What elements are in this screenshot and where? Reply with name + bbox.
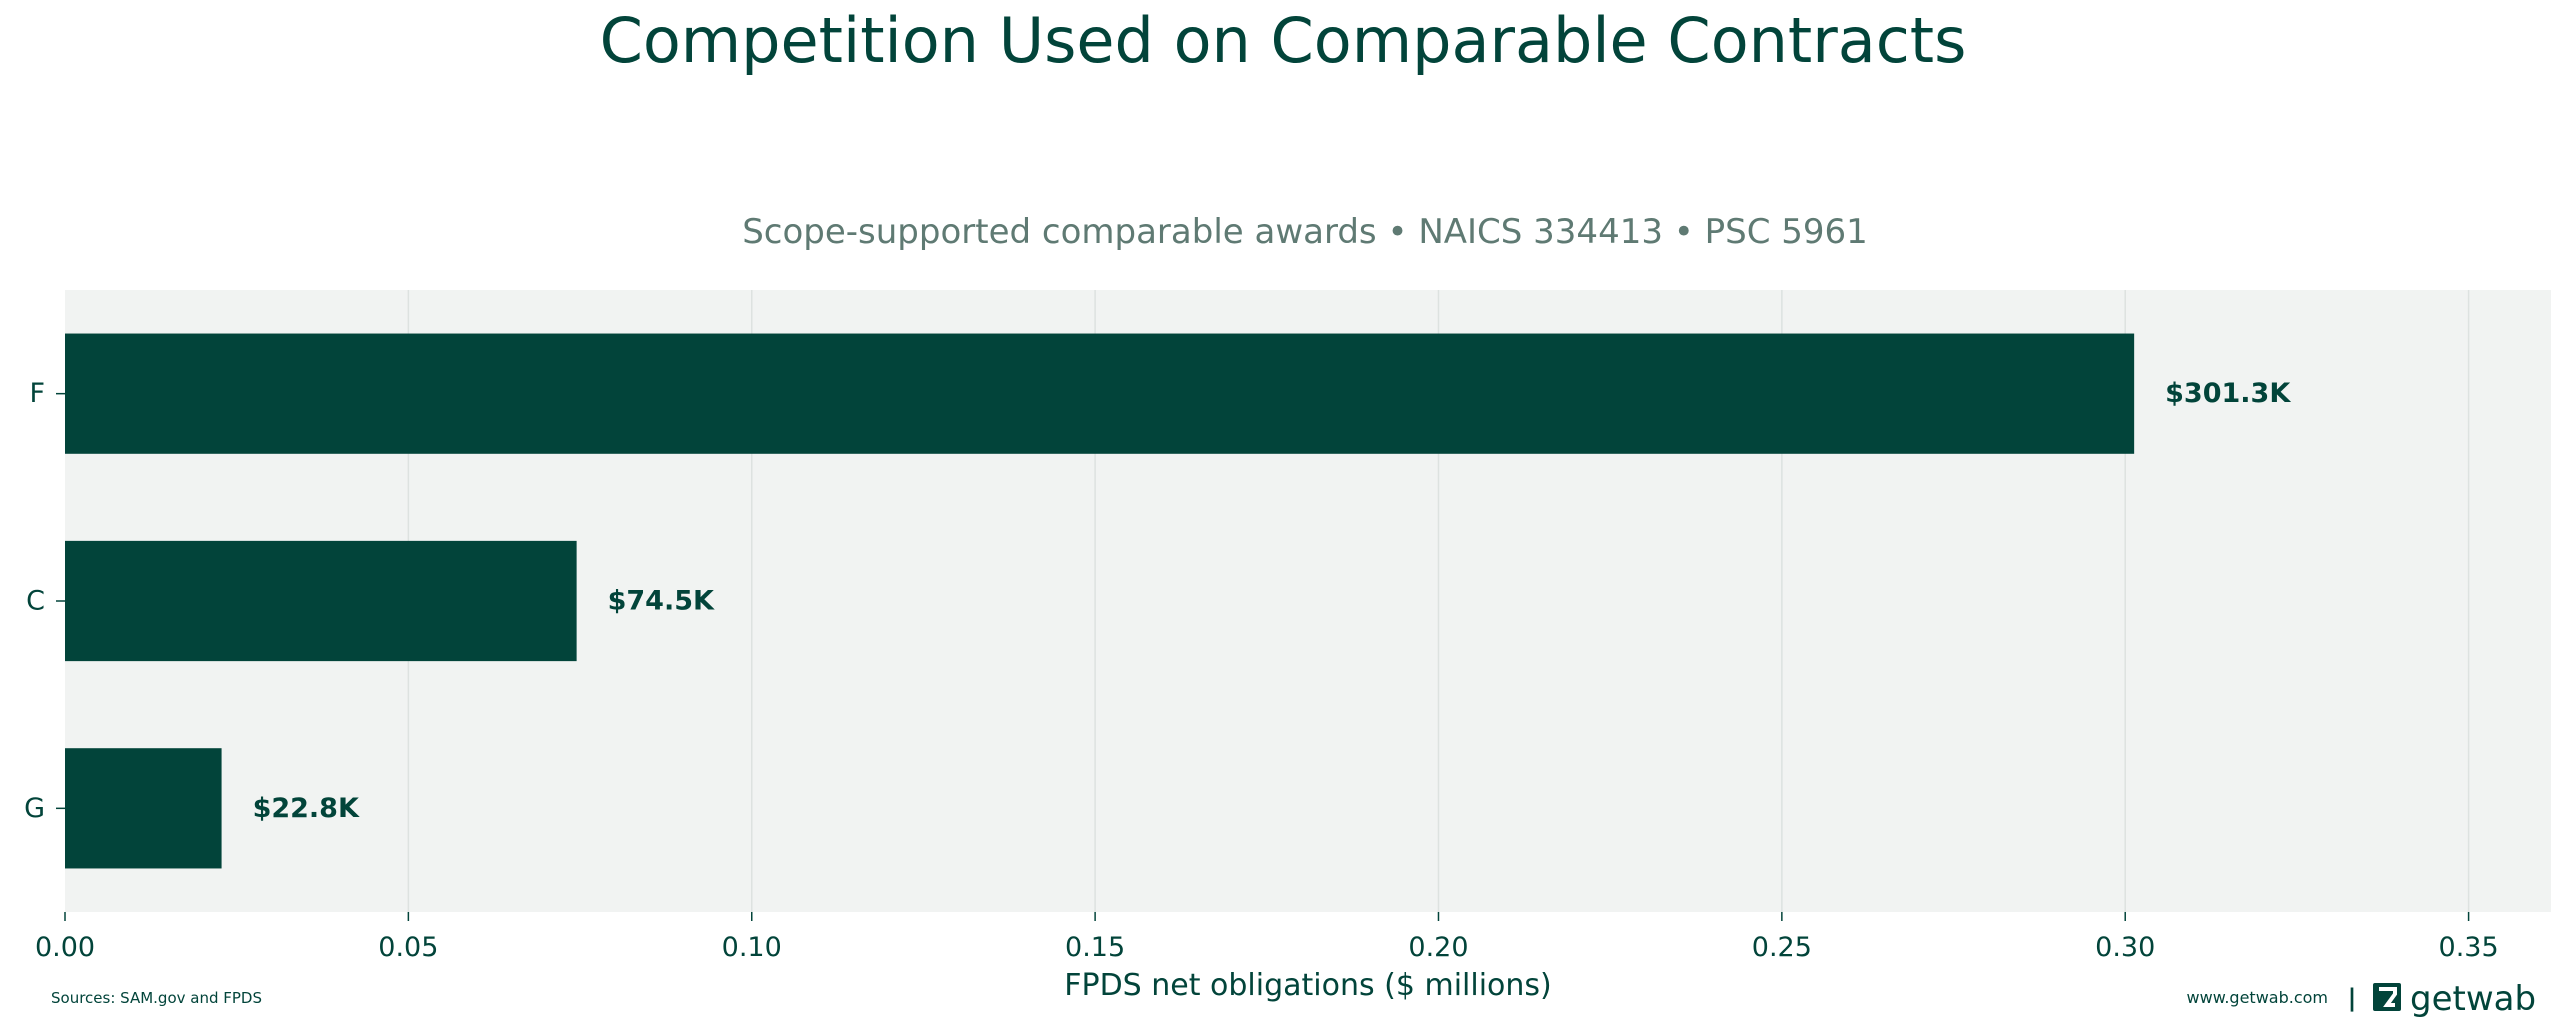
x-tick-label: 0.25 — [1752, 932, 1812, 963]
y-tick-label: F — [29, 378, 45, 409]
y-axis: F C G — [24, 378, 65, 824]
x-tick-label: 0.00 — [35, 932, 95, 963]
x-tick-label: 0.30 — [2095, 932, 2155, 963]
x-axis-label: FPDS net obligations ($ millions) — [1064, 968, 1552, 1003]
y-tick-label: C — [26, 586, 45, 617]
data-label-C: $74.5K — [608, 586, 715, 617]
bar-G — [65, 748, 222, 869]
bar-F — [65, 333, 2135, 454]
getwab-logo-icon — [2373, 983, 2401, 1011]
x-tick-label: 0.10 — [722, 932, 782, 963]
brand-name: getwab — [2410, 979, 2536, 1019]
x-tick-label: 0.35 — [2439, 932, 2499, 963]
y-tick-label: G — [24, 793, 45, 824]
chart-title: Competition Used on Comparable Contracts — [600, 4, 1967, 77]
x-tick-label: 0.20 — [1408, 932, 1468, 963]
x-tick-label: 0.15 — [1065, 932, 1125, 963]
chart-subtitle: Scope-supported comparable awards • NAIC… — [742, 212, 1868, 252]
bars — [65, 333, 2135, 869]
x-axis: 0.00 0.05 0.10 0.15 0.20 0.25 0.30 0.35 — [35, 912, 2499, 963]
data-label-F: $301.3K — [2165, 378, 2291, 409]
sources-note: Sources: SAM.gov and FPDS — [51, 989, 262, 1007]
footer-separator: | — [2348, 984, 2357, 1012]
website-link[interactable]: www.getwab.com — [2187, 988, 2328, 1007]
data-labels: $301.3K $74.5K $22.8K — [253, 378, 2292, 824]
bar-C — [65, 540, 577, 662]
data-label-G: $22.8K — [253, 793, 360, 824]
x-tick-label: 0.05 — [378, 932, 438, 963]
